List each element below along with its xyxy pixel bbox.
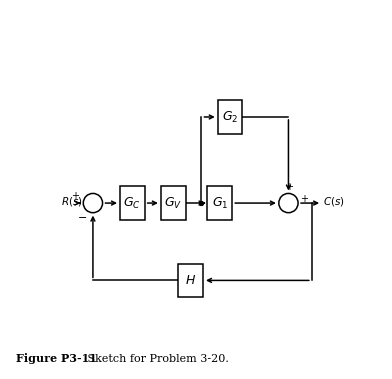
Text: $+$: $+$	[299, 193, 309, 204]
Bar	[120, 186, 145, 220]
Circle shape	[83, 193, 103, 213]
Text: $G_V$: $G_V$	[164, 196, 182, 211]
Text: $H$: $H$	[185, 274, 196, 287]
Text: $G_C$: $G_C$	[123, 196, 141, 211]
Circle shape	[279, 193, 298, 213]
Text: Sketch for Problem 3-20.: Sketch for Problem 3-20.	[84, 354, 229, 364]
Bar	[161, 186, 185, 220]
Bar	[207, 186, 232, 220]
Text: $R(s)$: $R(s)$	[61, 195, 83, 208]
Text: Figure P3-11: Figure P3-11	[16, 353, 96, 364]
Bar	[218, 100, 243, 134]
Text: $+$: $+$	[285, 181, 294, 192]
Bar	[178, 264, 203, 297]
Text: $C(s)$: $C(s)$	[323, 195, 345, 208]
Text: $+$: $+$	[71, 190, 80, 201]
Text: $G_1$: $G_1$	[212, 196, 228, 211]
Text: $-$: $-$	[77, 211, 87, 221]
Text: $G_2$: $G_2$	[222, 110, 238, 125]
